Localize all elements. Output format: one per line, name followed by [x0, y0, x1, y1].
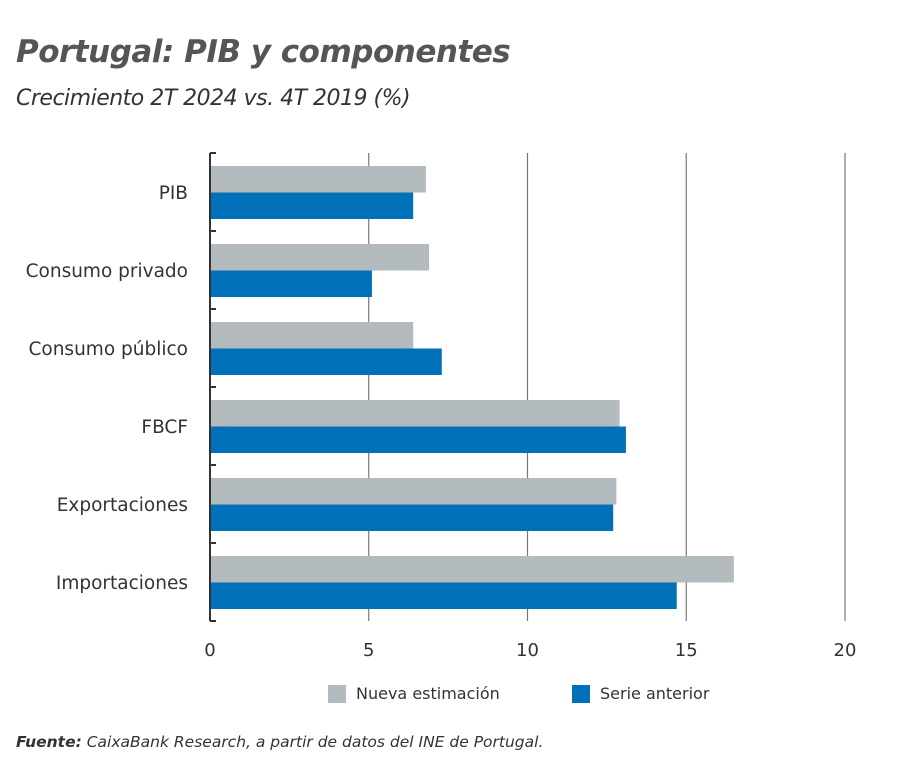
bar-nueva	[210, 244, 430, 271]
bar-nueva	[210, 556, 734, 583]
source-note: Fuente: CaixaBank Research, a partir de …	[16, 733, 543, 751]
category-label: FBCF	[141, 417, 188, 438]
source-label: Fuente:	[16, 733, 82, 751]
source-text: CaixaBank Research, a partir de datos de…	[81, 733, 544, 751]
x-tick-label: 20	[834, 640, 857, 661]
bar-nueva	[210, 478, 617, 505]
x-tick-label: 0	[204, 640, 215, 661]
bar-anterior	[210, 348, 442, 375]
bar-anterior	[210, 270, 372, 297]
legend-swatch	[572, 684, 590, 703]
legend-item-nueva: Nueva estimación	[328, 684, 500, 703]
category-label: Importaciones	[56, 573, 188, 594]
category-label: Consumo público	[28, 339, 188, 360]
bar-chart: 0 5 10 15 20 PIB Consumo privado Consumo públic…	[26, 152, 857, 661]
x-tick-label: 5	[363, 640, 374, 661]
category-label: Exportaciones	[57, 495, 188, 516]
bar-anterior	[210, 582, 677, 609]
x-tick-label: 15	[675, 640, 698, 661]
category-label: PIB	[159, 183, 188, 204]
bar-nueva	[210, 322, 414, 349]
bar-anterior	[210, 504, 614, 531]
x-tick-label: 10	[516, 640, 539, 661]
legend-label: Nueva estimación	[356, 684, 500, 703]
bar-anterior	[210, 426, 626, 453]
chart-title: Portugal: PIB y componentes	[16, 34, 511, 70]
bar-nueva	[210, 166, 426, 193]
bar-anterior	[210, 192, 414, 219]
legend-swatch	[328, 684, 346, 703]
category-label: Consumo privado	[26, 261, 188, 282]
bar-nueva	[210, 400, 620, 427]
chart-subtitle: Crecimiento 2T 2024 vs. 4T 2019 (%)	[16, 86, 411, 111]
legend-item-anterior: Serie anterior	[572, 684, 709, 703]
legend-label: Serie anterior	[600, 684, 710, 703]
